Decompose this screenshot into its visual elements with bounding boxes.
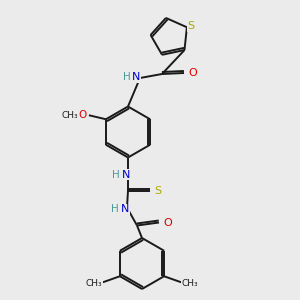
Text: H: H: [112, 169, 120, 179]
Text: O: O: [189, 68, 197, 78]
Text: S: S: [154, 185, 162, 196]
Text: N: N: [132, 72, 140, 82]
Text: O: O: [79, 110, 87, 120]
Text: N: N: [121, 205, 129, 214]
Text: N: N: [122, 169, 130, 179]
Text: S: S: [187, 21, 194, 31]
Text: H: H: [123, 72, 131, 82]
Text: O: O: [164, 218, 172, 227]
Text: CH₃: CH₃: [182, 279, 198, 288]
Text: CH₃: CH₃: [85, 279, 102, 288]
Text: H: H: [111, 205, 119, 214]
Text: CH₃: CH₃: [61, 111, 78, 120]
